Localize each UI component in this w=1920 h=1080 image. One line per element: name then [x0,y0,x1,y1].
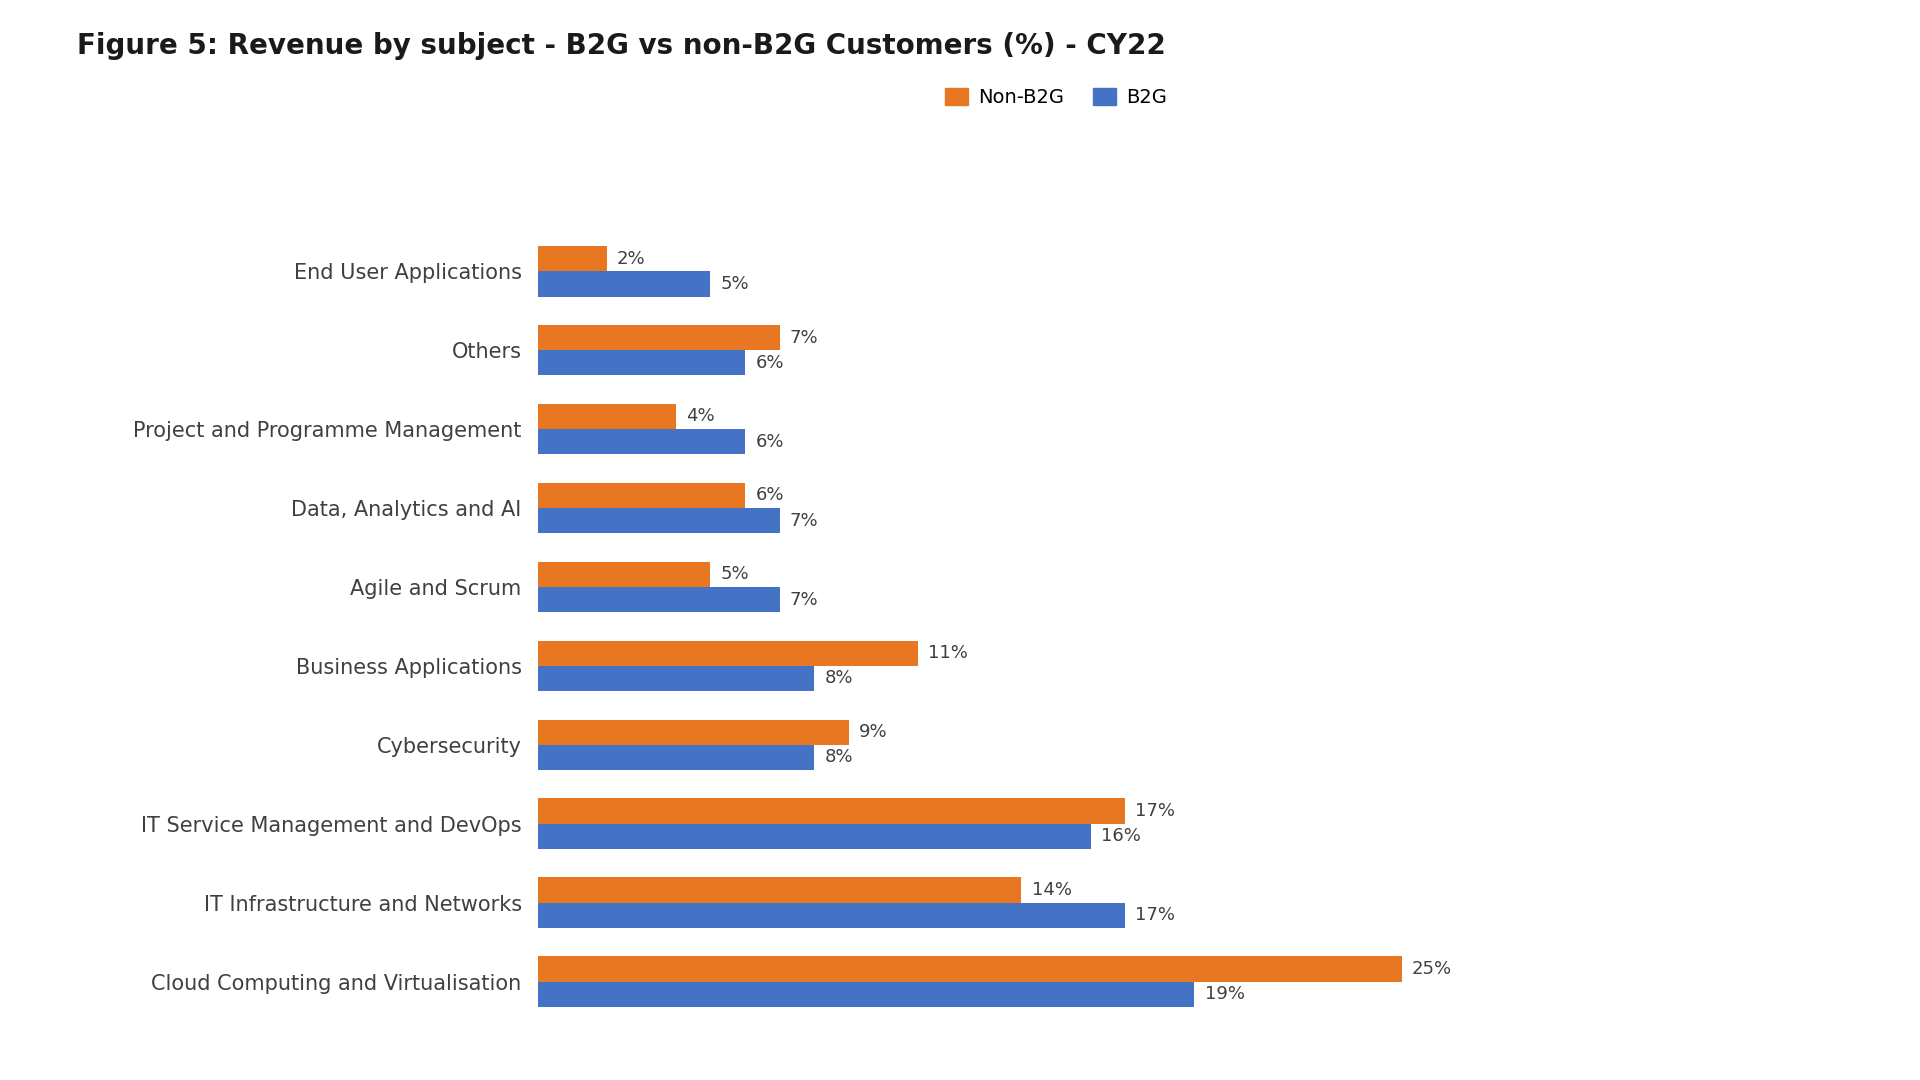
Text: 6%: 6% [755,354,783,372]
Text: 6%: 6% [755,486,783,504]
Text: 8%: 8% [824,748,852,767]
Text: 7%: 7% [789,512,818,529]
Text: 17%: 17% [1135,906,1175,924]
Bar [538,824,1091,849]
Text: 7%: 7% [789,328,818,347]
Text: 5%: 5% [720,565,749,583]
Text: 9%: 9% [858,724,887,741]
Bar [538,404,676,429]
Bar [538,745,814,770]
Bar [538,798,1125,824]
Text: 5%: 5% [720,275,749,293]
Bar [538,271,710,297]
Bar [538,903,1125,928]
Bar [538,350,745,376]
Bar [538,666,814,691]
Bar [538,982,1194,1007]
Bar [538,640,918,666]
Bar [538,325,780,350]
Bar [538,483,745,508]
Text: 6%: 6% [755,433,783,450]
Text: 8%: 8% [824,670,852,688]
Text: 25%: 25% [1411,960,1452,977]
Text: 17%: 17% [1135,802,1175,820]
Text: Figure 5: Revenue by subject - B2G vs non-B2G Customers (%) - CY22: Figure 5: Revenue by subject - B2G vs no… [77,32,1165,60]
Text: 16%: 16% [1100,827,1140,846]
Bar [538,246,607,271]
Bar [538,508,780,534]
Text: 19%: 19% [1204,985,1244,1003]
Bar [538,429,745,455]
Legend: Non-B2G, B2G: Non-B2G, B2G [935,78,1177,117]
Bar [538,956,1402,982]
Bar [538,877,1021,903]
Bar [538,562,710,586]
Text: 4%: 4% [685,407,714,426]
Text: 11%: 11% [927,645,968,662]
Text: 2%: 2% [616,249,645,268]
Text: 14%: 14% [1031,881,1071,899]
Text: 7%: 7% [789,591,818,608]
Bar [538,586,780,612]
Bar [538,719,849,745]
